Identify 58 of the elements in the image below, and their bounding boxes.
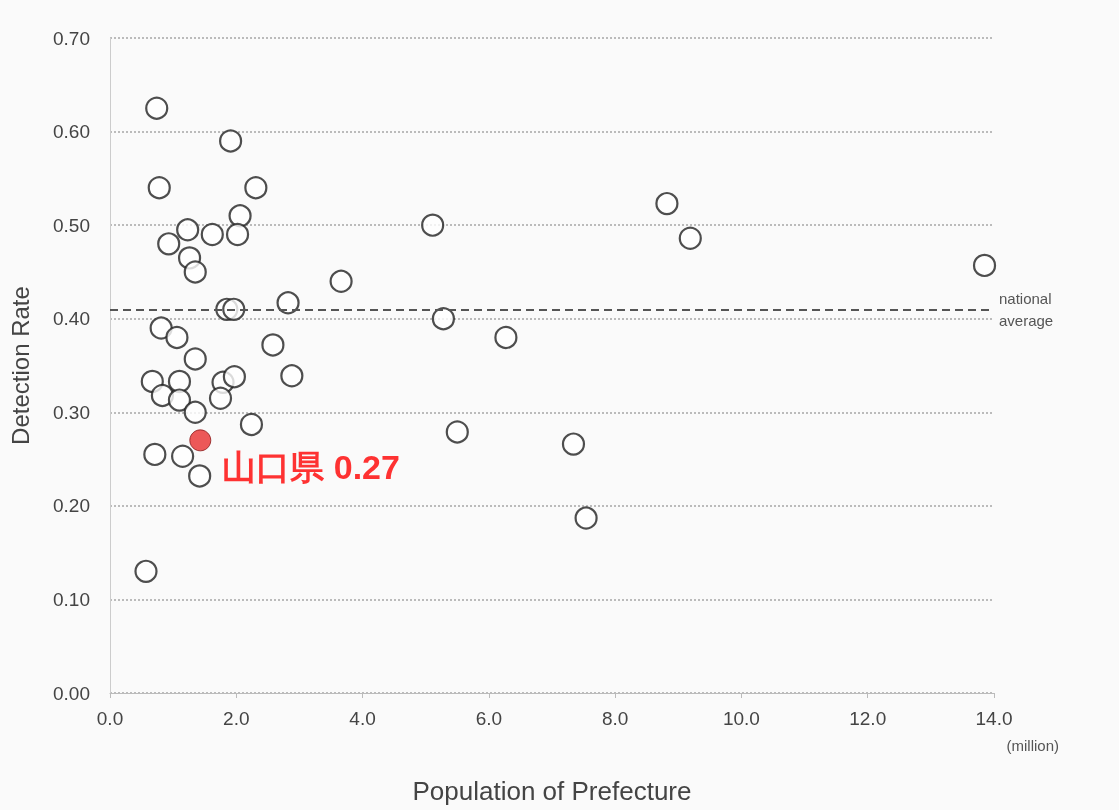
point	[165, 325, 189, 350]
point	[421, 213, 445, 237]
point	[574, 506, 598, 530]
point	[167, 388, 192, 412]
x-axis-title: Population of Prefecture	[412, 776, 692, 806]
point	[188, 464, 212, 488]
point	[171, 444, 195, 468]
point	[244, 176, 268, 200]
x-tick-label: 2.0	[223, 708, 250, 729]
y-tick-label: 0.60	[53, 121, 90, 143]
point	[494, 325, 518, 350]
point	[200, 222, 224, 247]
x-tick-label: 0.0	[96, 708, 124, 729]
y-tick-label: 0.30	[53, 401, 90, 423]
point	[445, 420, 469, 444]
point	[183, 347, 207, 371]
point	[239, 412, 264, 437]
y-tick-label: 0.70	[53, 27, 90, 49]
y-tick-label: 0.10	[53, 588, 90, 610]
point	[972, 253, 997, 277]
point	[280, 364, 304, 388]
point	[261, 333, 285, 357]
y-tick-label: 0.40	[53, 308, 90, 330]
text: (million)	[1006, 737, 1059, 754]
point	[147, 176, 171, 200]
point	[678, 226, 702, 250]
point	[183, 400, 207, 424]
annotation: 山口県 0.27	[222, 448, 400, 487]
point	[167, 369, 192, 393]
point	[157, 232, 181, 256]
point	[219, 129, 243, 153]
point	[183, 260, 207, 284]
x-tick-label: 8.0	[601, 708, 629, 729]
ref-line-label: national average	[999, 289, 1056, 329]
y-tick-label: 0.50	[53, 214, 90, 236]
x-tick-label: 10.0	[722, 708, 760, 729]
point	[561, 432, 586, 456]
point	[228, 204, 252, 228]
point	[176, 218, 200, 242]
point	[143, 442, 167, 466]
point	[222, 297, 246, 321]
x-tick-label: 4.0	[349, 708, 376, 729]
point	[145, 96, 169, 120]
point	[431, 307, 455, 331]
point	[276, 291, 300, 315]
x-tick-label: 12.0	[849, 708, 887, 729]
point	[222, 365, 246, 389]
point	[189, 429, 212, 452]
y-tick-label: 0.20	[53, 495, 90, 517]
point	[208, 386, 233, 410]
point	[329, 269, 353, 293]
point	[655, 192, 679, 216]
y-tick-label: 0.00	[53, 682, 90, 704]
point	[225, 222, 250, 247]
y-axis-title: Detection Rate	[6, 286, 34, 445]
point	[134, 559, 158, 583]
x-tick-label: 6.0	[475, 708, 503, 729]
x-tick-label: 14.0	[975, 708, 1013, 729]
